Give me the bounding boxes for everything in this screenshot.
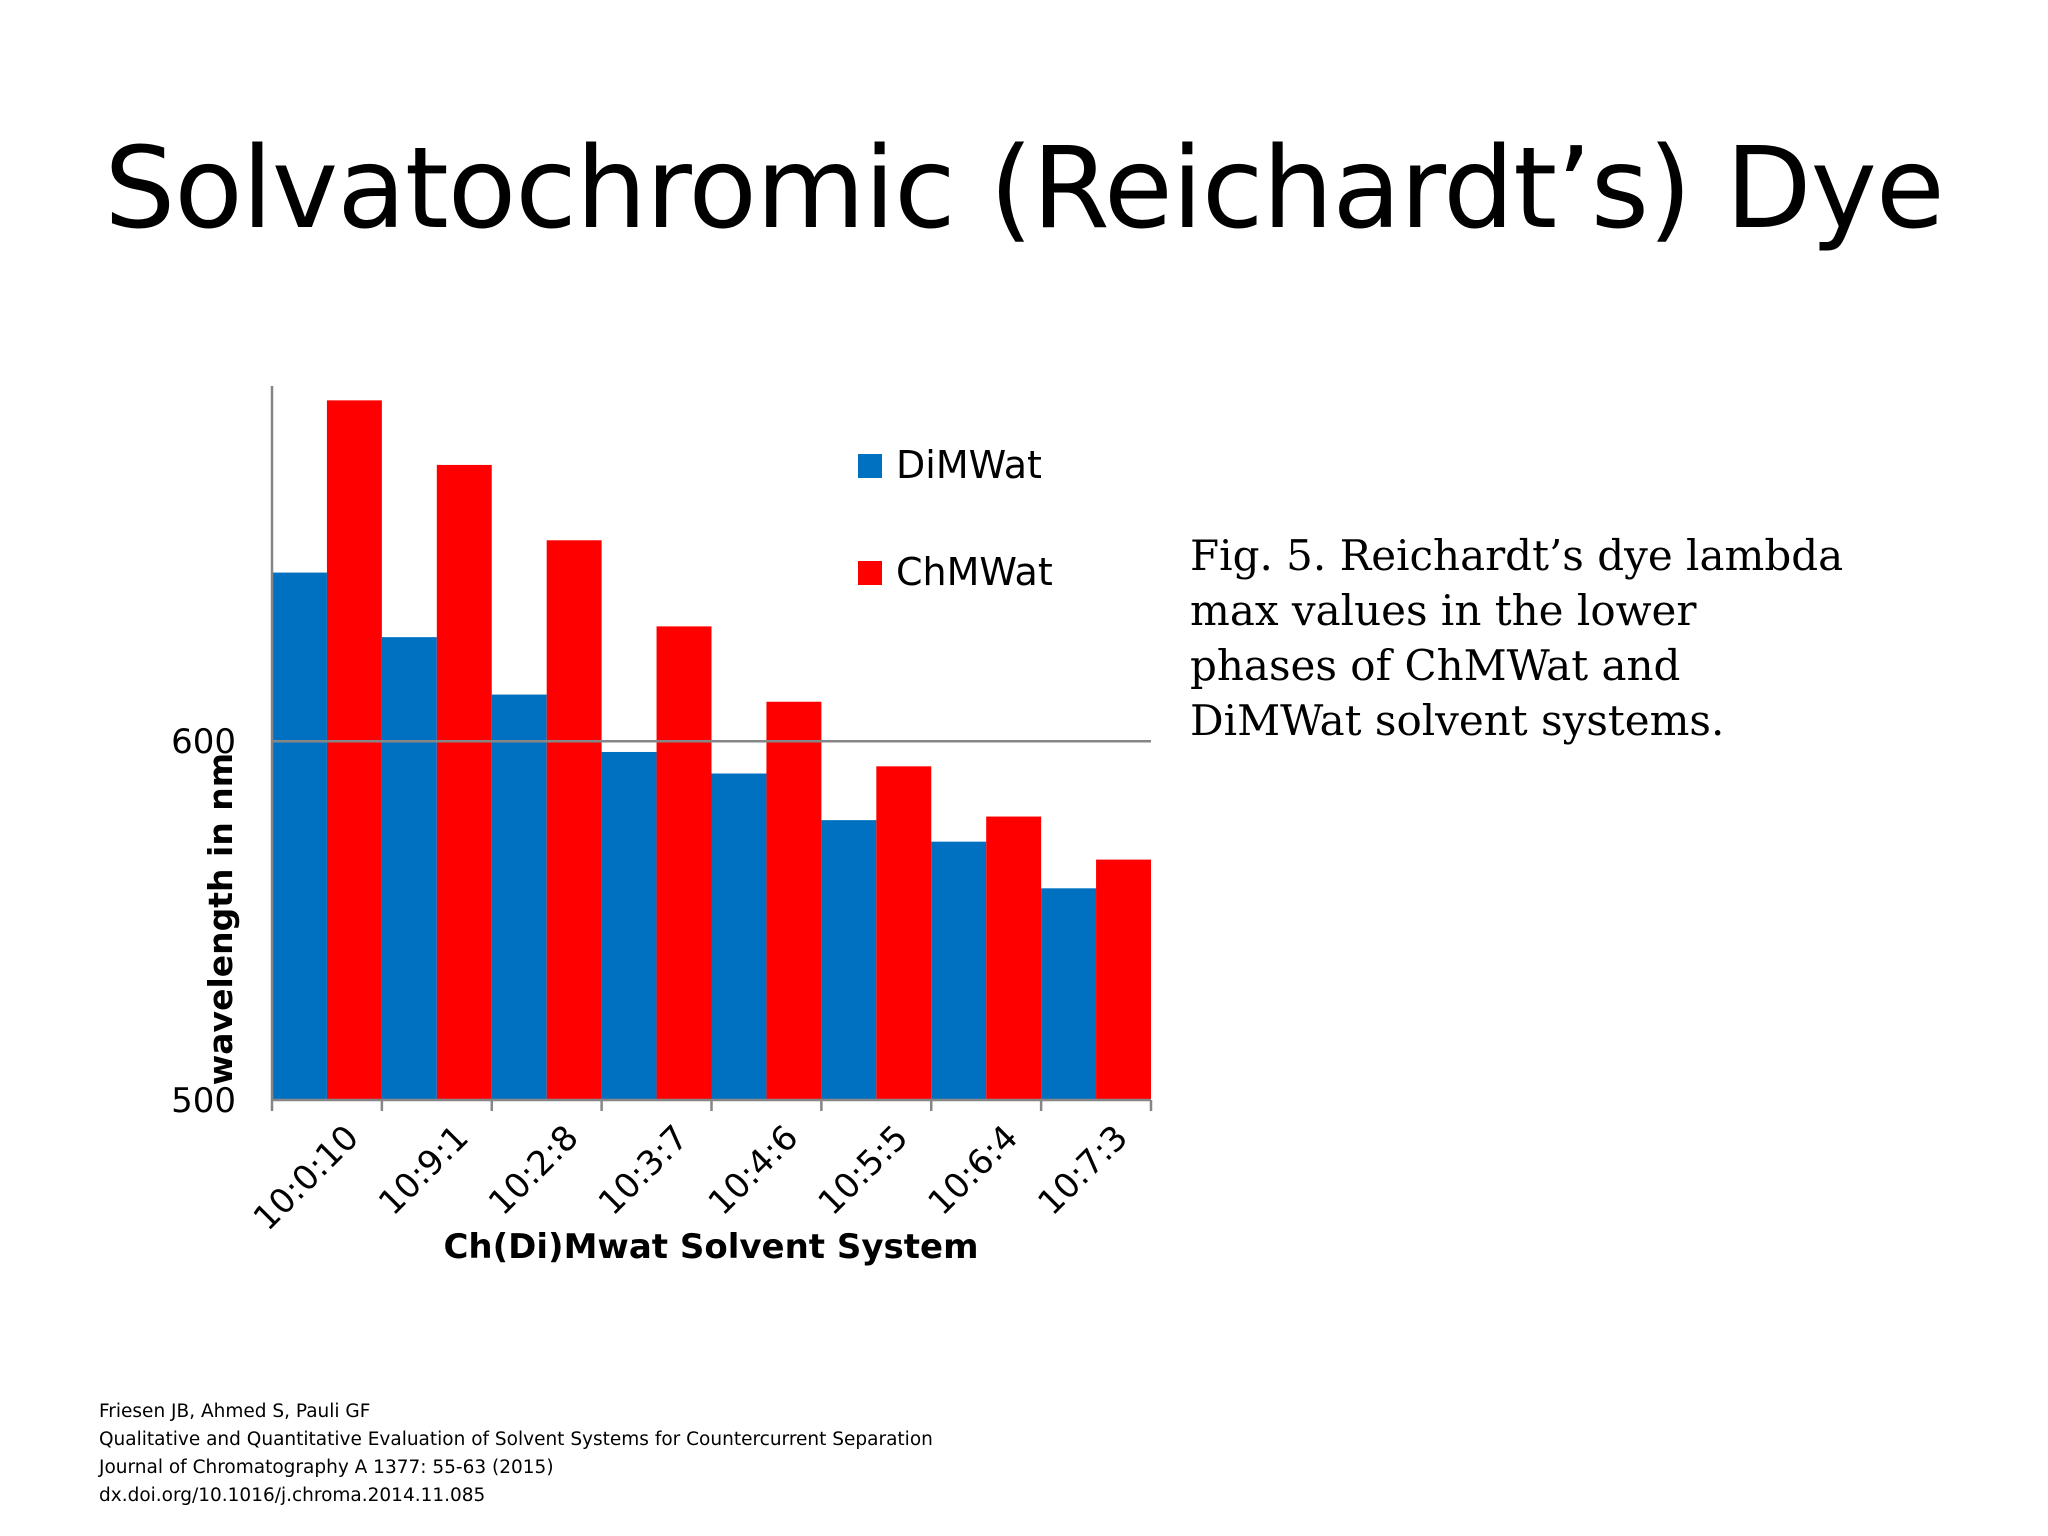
bar-chmwat-10-9-1 [436, 464, 492, 1100]
axes-layer [270, 386, 1153, 1111]
legend: DiMWat ChMWat [858, 443, 1053, 594]
x-tick-label: 10:4:6 [701, 1118, 807, 1224]
y-axis-title: wavelength in nm [201, 753, 240, 1085]
bar-dimwat-10-4-6 [711, 773, 767, 1100]
legend-label-chmwat: ChMWat [896, 550, 1053, 594]
bar-dimwat-10-9-1 [381, 637, 437, 1100]
legend-swatch-chmwat [858, 561, 882, 585]
bar-dimwat-10-2-8 [491, 694, 547, 1100]
bar-chmwat-10-7-3 [1096, 859, 1151, 1100]
bars-layer [272, 400, 1151, 1100]
citation-doi: dx.doi.org/10.1016/j.chroma.2014.11.085 [99, 1485, 486, 1506]
y-tick-label: 500 [171, 1081, 236, 1121]
bar-chmwat-10-6-4 [986, 816, 1042, 1100]
bar-dimwat-10-7-3 [1041, 888, 1097, 1100]
citation-journal: Journal of Chromatography A 1377: 55-63 … [99, 1457, 554, 1478]
x-tick-label: 10:6:4 [920, 1118, 1026, 1224]
bar-dimwat-10-3-7 [601, 751, 657, 1100]
bar-chmwat-10-4-6 [766, 701, 822, 1100]
x-tick-label: 10:7:3 [1030, 1118, 1136, 1224]
slide-title: Solvatochromic (Reichardt’s) Dye [104, 124, 1945, 254]
bar-chmwat-10-3-7 [656, 626, 712, 1100]
citation-authors: Friesen JB, Ahmed S, Pauli GF [99, 1401, 371, 1422]
bar-dimwat-10-5-5 [821, 820, 877, 1100]
x-axis-title: Ch(Di)Mwat Solvent System [443, 1227, 978, 1267]
bar-dimwat-10-0-10 [272, 572, 327, 1100]
legend-label-dimwat: DiMWat [896, 443, 1042, 487]
bar-chmwat-10-0-10 [326, 400, 382, 1100]
legend-swatch-dimwat [858, 454, 882, 478]
x-tick-label: 10:9:1 [371, 1118, 477, 1224]
citation-article-title: Qualitative and Quantitative Evaluation … [99, 1429, 933, 1450]
bar-chmwat-10-2-8 [546, 540, 602, 1100]
x-tick-label: 10:5:5 [811, 1118, 917, 1224]
bar-chmwat-10-5-5 [876, 766, 932, 1100]
x-tick-label: 10:3:7 [591, 1118, 697, 1224]
y-tick-label: 600 [171, 722, 236, 762]
bar-dimwat-10-6-4 [931, 841, 987, 1100]
x-tick-label: 10:2:8 [481, 1118, 587, 1224]
figure-caption: Fig. 5. Reichardt’s dye lambda max value… [1190, 531, 1844, 745]
x-tick-label: 10:0:10 [246, 1118, 367, 1239]
citation: Friesen JB, Ahmed S, Pauli GF Qualitativ… [99, 1398, 933, 1510]
